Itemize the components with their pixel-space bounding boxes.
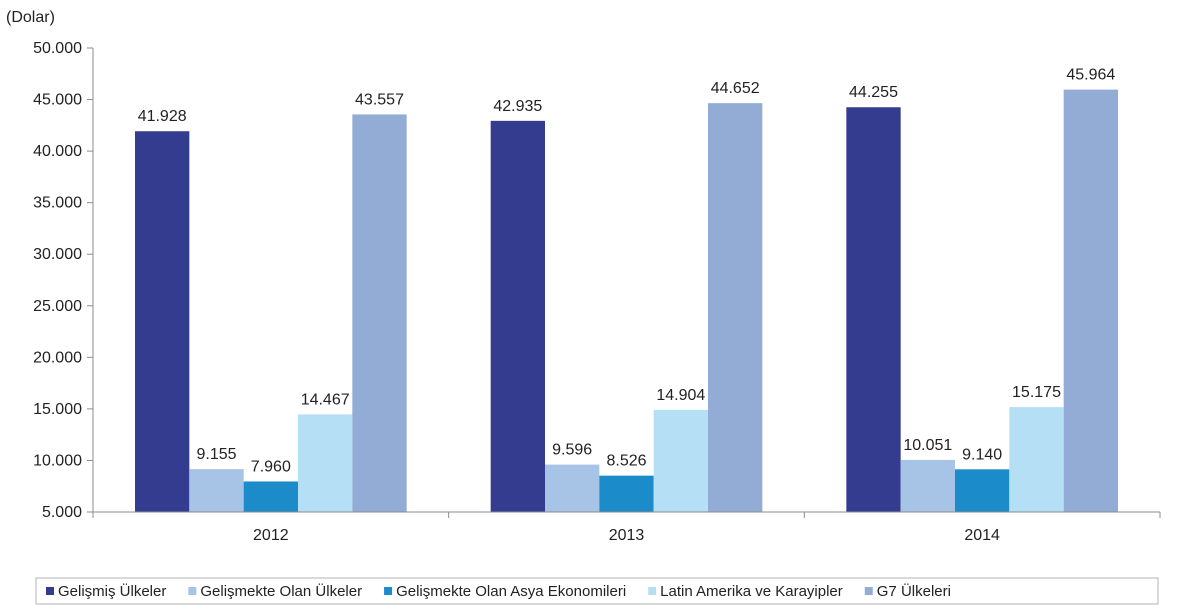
bar bbox=[653, 409, 708, 512]
bar-value-label: 14.467 bbox=[301, 391, 350, 408]
bar bbox=[599, 475, 654, 512]
bar-value-label: 44.255 bbox=[849, 84, 898, 101]
legend-box bbox=[35, 577, 1159, 605]
bar bbox=[846, 107, 901, 512]
bar-value-label: 9.140 bbox=[962, 446, 1002, 463]
bar-value-label: 42.935 bbox=[493, 98, 542, 115]
y-tick-label: 20.000 bbox=[33, 349, 82, 366]
bar-value-label: 14.904 bbox=[656, 387, 705, 404]
y-tick-label: 10.000 bbox=[33, 452, 82, 469]
bar-value-label: 10.051 bbox=[903, 437, 952, 454]
bar-value-label: 45.964 bbox=[1066, 67, 1115, 84]
bar-value-label: 9.155 bbox=[196, 446, 236, 463]
legend-label: Gelişmekte Olan Ülkeler bbox=[200, 582, 362, 600]
y-axis: 5.000 10.000 15.000 20.000 25.000 30.000 35.00… bbox=[33, 40, 94, 521]
legend-swatch bbox=[188, 587, 197, 595]
bar-value-label: 9.596 bbox=[552, 442, 592, 459]
y-tick-label: 30.000 bbox=[33, 246, 82, 263]
y-axis-unit-label: (Dolar) bbox=[6, 9, 55, 26]
y-tick-label: 40.000 bbox=[33, 143, 82, 160]
bar bbox=[708, 103, 763, 512]
bars bbox=[135, 89, 1118, 513]
y-tick-label: 5.000 bbox=[42, 504, 82, 521]
bar bbox=[1063, 89, 1118, 512]
bar bbox=[135, 131, 190, 512]
bar bbox=[545, 464, 600, 512]
bar bbox=[298, 414, 353, 512]
bar bbox=[1009, 407, 1064, 512]
x-tick-label: 2012 bbox=[253, 527, 289, 544]
legend-swatch bbox=[864, 587, 873, 595]
bar bbox=[189, 469, 244, 512]
x-axis: 2012 2013 2014 bbox=[92, 511, 1161, 544]
legend-label: G7 Ülkeleri bbox=[877, 582, 951, 600]
bar-value-label: 7.960 bbox=[251, 458, 291, 475]
legend-label: Gelişmiş Ülkeler bbox=[58, 582, 166, 600]
bar bbox=[243, 481, 298, 512]
legend-label: Gelişmekte Olan Asya Ekonomileri bbox=[396, 583, 626, 600]
legend-swatch bbox=[384, 587, 393, 595]
legend-swatch bbox=[648, 587, 657, 595]
y-tick-label: 50.000 bbox=[33, 40, 82, 57]
bar-value-label: 41.928 bbox=[138, 108, 187, 125]
y-tick-label: 25.000 bbox=[33, 298, 82, 315]
bar bbox=[352, 114, 407, 513]
y-tick-label: 15.000 bbox=[33, 401, 82, 418]
bar-value-label: 43.557 bbox=[355, 91, 404, 108]
y-tick-label: 35.000 bbox=[33, 195, 82, 212]
bar-value-label: 15.175 bbox=[1012, 384, 1061, 401]
bar bbox=[900, 459, 955, 512]
bar-value-label: 44.652 bbox=[711, 80, 760, 97]
bar-value-label: 8.526 bbox=[606, 453, 646, 470]
data-labels: 41.928 9.155 7.960 14.467 43.557 42.935 9.596 8… bbox=[138, 67, 1116, 476]
x-tick-label: 2013 bbox=[609, 527, 645, 544]
legend-label: Latin Amerika ve Karayipler bbox=[660, 583, 843, 600]
x-tick-label: 2014 bbox=[964, 527, 1000, 544]
legend-swatch bbox=[46, 587, 54, 595]
bar bbox=[955, 469, 1010, 512]
y-tick-label: 45.000 bbox=[33, 92, 82, 109]
bar bbox=[490, 120, 545, 513]
legend: Gelişmiş Ülkeler Gelişmekte Olan Ülkeler G… bbox=[35, 577, 1159, 605]
